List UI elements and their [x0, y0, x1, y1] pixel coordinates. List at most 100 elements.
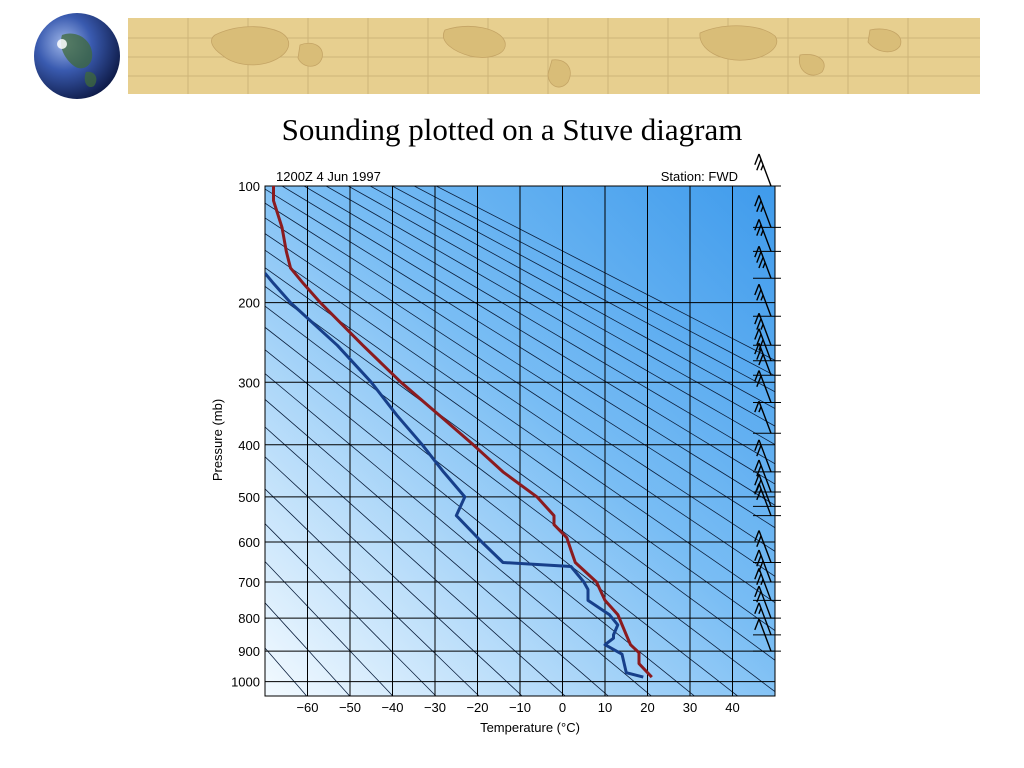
x-tick-label: −40 [381, 700, 403, 715]
dry-adiabat-line [303, 186, 775, 465]
wind-barb-flag [760, 294, 764, 301]
wind-barb-flag [756, 555, 762, 567]
dry-adiabat-line [265, 326, 738, 696]
wind-barb-flag [754, 439, 760, 451]
wind-barb-staff [758, 283, 772, 317]
dry-adiabat-line [414, 186, 775, 377]
x-tick-label: −60 [296, 700, 318, 715]
wind-barb-flag [760, 164, 764, 171]
x-tick-label: −50 [339, 700, 361, 715]
y-tick-label: 900 [238, 644, 260, 659]
x-tick-label: 20 [640, 700, 654, 715]
wind-barb-flag [756, 375, 762, 387]
wind-barb [753, 219, 781, 252]
banner-continents [211, 25, 902, 88]
wind-barb-flag [756, 535, 762, 548]
dry-adiabat-line [265, 233, 775, 577]
wind-barb-staff [758, 219, 772, 252]
wind-barb-flag [754, 283, 760, 296]
wind-barb-flag [754, 195, 760, 207]
globe-land [60, 33, 97, 88]
wind-barb-staff [758, 459, 772, 493]
wind-barb-flag [758, 339, 764, 351]
globe-highlight [57, 39, 67, 49]
dry-adiabat-line [265, 202, 775, 529]
wind-barb [753, 313, 781, 346]
x-tick-label: 40 [725, 700, 739, 715]
wind-barb [753, 568, 781, 601]
wind-barb [753, 370, 781, 403]
wind-barb-flag [758, 608, 762, 615]
wind-barb-flag [760, 206, 764, 212]
x-tick-label: 10 [598, 700, 612, 715]
wind-barb-flag [760, 579, 764, 585]
wind-barb-staff [758, 401, 772, 434]
wind-barb-flag [754, 585, 760, 598]
wind-barb-flag [754, 549, 760, 562]
wind-barb-staff [758, 328, 772, 361]
wind-barb-flag [754, 343, 760, 355]
dry-adiabat-line [265, 285, 775, 661]
wind-barb-staff [758, 618, 772, 652]
wind-barb [753, 153, 781, 187]
wind-barb-flag [754, 483, 760, 495]
dry-adiabat-line [436, 186, 775, 361]
wind-barb-staff [758, 343, 772, 376]
wind-barb-staff [758, 530, 772, 563]
sounding-profiles [265, 186, 653, 679]
wind-barb-flag [754, 602, 760, 614]
wind-barb-staff [758, 549, 772, 583]
dry-adiabat-line [325, 186, 775, 446]
wind-barb-flag [756, 200, 762, 212]
wind-barb-flag [756, 289, 762, 301]
wind-barb-flag [760, 230, 764, 236]
wind-barb-staff [758, 439, 772, 473]
wind-barb-flag [754, 153, 760, 166]
wind-barb-flag [758, 256, 764, 269]
y-tick-label: 600 [238, 535, 260, 550]
wind-barb-flag [756, 251, 762, 263]
temperature-profile-line [272, 186, 653, 679]
wind-barb-staff [758, 474, 772, 507]
wind-barb-staff [758, 585, 772, 619]
wind-barb-flag [758, 406, 762, 413]
wind-barb-flag [756, 159, 762, 171]
dry-adiabat-line [265, 456, 523, 696]
dry-adiabat-line [265, 488, 480, 696]
x-tick-label: −10 [509, 700, 531, 715]
dry-adiabat-line [265, 398, 609, 696]
dry-adiabat-line [0, 186, 220, 696]
dewpoint-profile-line [265, 272, 644, 679]
wind-barb-flag [756, 224, 762, 236]
dry-adiabat-line [265, 267, 775, 632]
y-axis-label: Pressure (mb) [210, 399, 225, 481]
wind-barbs [753, 153, 781, 652]
wind-barb-flag [754, 530, 760, 542]
wind-barb-flag [756, 591, 762, 603]
wind-barb-flag [756, 333, 762, 346]
x-axis-label: Temperature (°C) [480, 720, 580, 735]
wind-barb [753, 483, 781, 517]
dry-adiabat-line [265, 373, 652, 696]
wind-barb-staff [758, 370, 772, 403]
x-tick-label: −20 [466, 700, 488, 715]
wind-barb-staff [758, 246, 772, 279]
wind-barb-flag [754, 219, 760, 231]
wind-barb-flag [760, 323, 764, 330]
header-time: 1200Z 4 Jun 1997 [276, 169, 381, 184]
y-tick-label: 300 [238, 375, 260, 390]
slide-title: Sounding plotted on a Stuve diagram [281, 112, 743, 147]
wind-barb-flag [756, 348, 762, 360]
wind-barb [753, 401, 781, 434]
y-tick-label: 200 [238, 296, 260, 311]
dry-adiabat-line [265, 561, 394, 696]
wind-barb [753, 459, 781, 493]
map-banner [31, 10, 980, 102]
dry-adiabat-line [370, 186, 775, 409]
y-tick-label: 700 [238, 575, 260, 590]
dry-adiabat-line [265, 647, 307, 696]
wind-barb-flag [754, 370, 760, 382]
wind-barb-staff [758, 483, 772, 516]
wind-barb-staff [758, 602, 772, 636]
